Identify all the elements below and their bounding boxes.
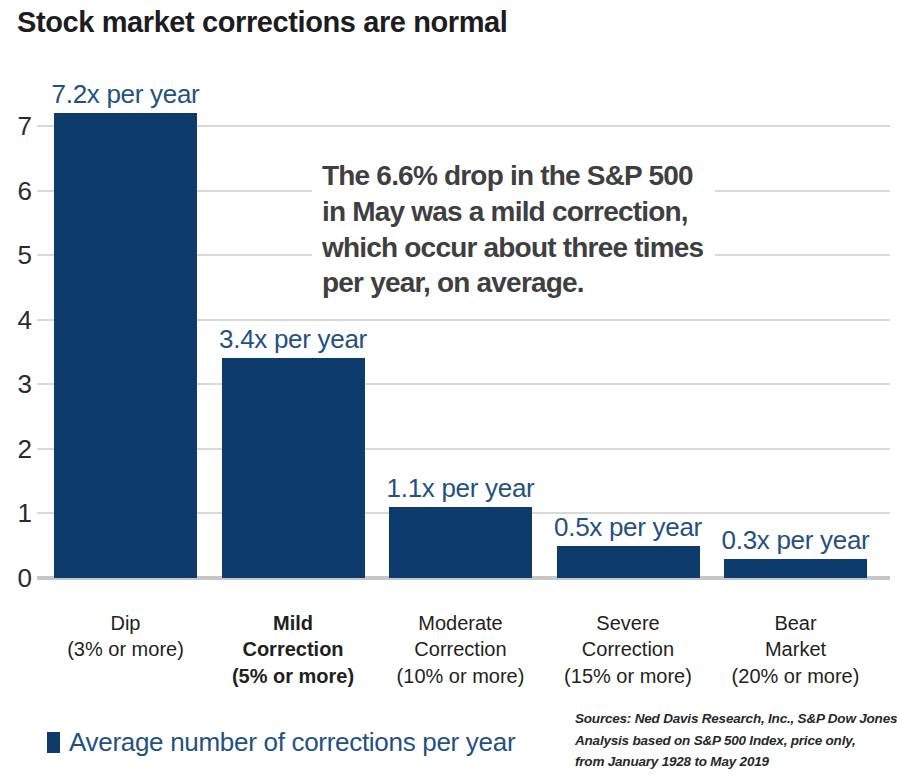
bar-value-label: 3.4x per year (219, 324, 367, 355)
y-axis-tick-label: 5 (0, 241, 32, 269)
bar (389, 507, 532, 578)
bar-value-label: 0.3x per year (722, 525, 870, 556)
page-title: Stock market corrections are normal (17, 6, 507, 39)
x-category-label: Moderate Correction (10% or more) (376, 610, 546, 689)
y-axis-tick-label: 0 (0, 564, 32, 592)
x-category-label: Dip (3% or more) (41, 610, 211, 663)
y-axis-tick-label: 3 (0, 370, 32, 398)
sources-note: Sources: Ned Davis Research, Inc., S&P D… (575, 708, 897, 773)
legend-label: Average number of corrections per year (69, 727, 515, 758)
y-axis-tick-label: 7 (0, 112, 32, 140)
bar (557, 546, 700, 578)
x-category-label: Severe Correction (15% or more) (543, 610, 713, 689)
annotation-text: The 6.6% drop in the S&P 500 in May was … (312, 150, 715, 309)
y-axis-tick-label: 4 (0, 306, 32, 334)
page: Stock market corrections are normal 0 1 2 3… (0, 0, 897, 780)
y-axis-tick-label: 1 (0, 499, 32, 527)
bar (54, 113, 197, 578)
legend-swatch-icon (47, 732, 60, 753)
x-category-label: Mild Correction (5% or more) (208, 610, 378, 689)
bar-value-label: 7.2x per year (52, 79, 200, 110)
x-category-label: Bear Market (20% or more) (711, 610, 881, 689)
bar (222, 358, 365, 578)
legend: Average number of corrections per year (47, 727, 515, 758)
bar-value-label: 0.5x per year (554, 512, 702, 543)
bar-value-label: 1.1x per year (387, 473, 535, 504)
y-axis-tick-label: 2 (0, 435, 32, 463)
y-axis-tick-label: 6 (0, 177, 32, 205)
bar (724, 559, 867, 578)
